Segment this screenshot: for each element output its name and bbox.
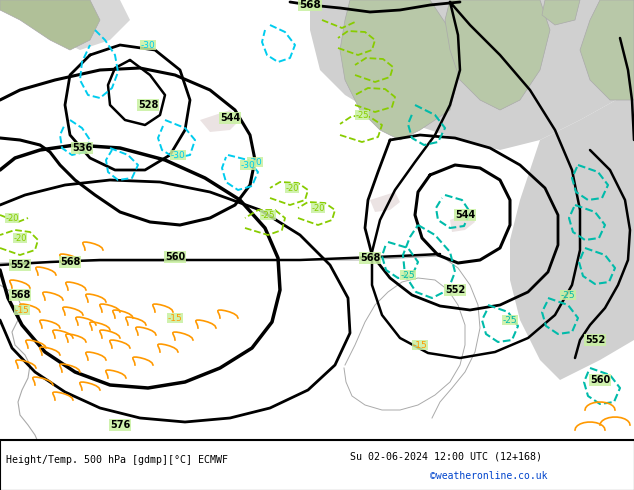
Text: -20: -20 bbox=[285, 183, 299, 193]
Text: -25: -25 bbox=[401, 270, 415, 279]
Polygon shape bbox=[580, 0, 634, 100]
Text: -20: -20 bbox=[5, 214, 19, 222]
Text: -15: -15 bbox=[167, 314, 183, 322]
Text: 568: 568 bbox=[10, 290, 30, 300]
Text: ©weatheronline.co.uk: ©weatheronline.co.uk bbox=[430, 471, 548, 481]
Polygon shape bbox=[310, 0, 634, 150]
Polygon shape bbox=[370, 192, 400, 212]
Text: 528: 528 bbox=[138, 100, 158, 110]
Text: -25: -25 bbox=[503, 316, 517, 324]
Text: -25: -25 bbox=[355, 111, 369, 120]
Text: Su 02-06-2024 12:00 UTC (12+168): Su 02-06-2024 12:00 UTC (12+168) bbox=[350, 451, 542, 461]
Text: -30: -30 bbox=[241, 161, 256, 170]
Polygon shape bbox=[0, 0, 130, 50]
Polygon shape bbox=[0, 0, 100, 50]
Polygon shape bbox=[542, 0, 580, 25]
Text: -20: -20 bbox=[311, 203, 325, 213]
Text: 552: 552 bbox=[445, 285, 465, 295]
Text: 568: 568 bbox=[60, 257, 80, 267]
Text: -15: -15 bbox=[15, 305, 29, 315]
Text: -30: -30 bbox=[248, 157, 262, 167]
Text: -25: -25 bbox=[261, 211, 275, 220]
Text: 568: 568 bbox=[360, 253, 380, 263]
Polygon shape bbox=[510, 90, 634, 380]
Text: -30: -30 bbox=[141, 41, 155, 49]
Text: 568: 568 bbox=[299, 0, 321, 10]
Text: 576: 576 bbox=[110, 420, 130, 430]
Polygon shape bbox=[445, 0, 550, 110]
Text: 560: 560 bbox=[165, 252, 185, 262]
Text: -25: -25 bbox=[560, 291, 575, 299]
Polygon shape bbox=[200, 110, 240, 132]
Text: -30: -30 bbox=[171, 150, 185, 160]
Text: 552: 552 bbox=[585, 335, 605, 345]
Text: 560: 560 bbox=[590, 375, 610, 385]
Text: 544: 544 bbox=[455, 210, 475, 220]
Polygon shape bbox=[340, 0, 460, 140]
Polygon shape bbox=[450, 212, 475, 232]
Text: 552: 552 bbox=[10, 260, 30, 270]
Text: Height/Temp. 500 hPa [gdmp][°C] ECMWF: Height/Temp. 500 hPa [gdmp][°C] ECMWF bbox=[6, 455, 228, 465]
Text: 544: 544 bbox=[220, 113, 240, 123]
Text: -20: -20 bbox=[13, 234, 27, 243]
Text: -15: -15 bbox=[413, 341, 427, 349]
Text: 536: 536 bbox=[72, 143, 92, 153]
